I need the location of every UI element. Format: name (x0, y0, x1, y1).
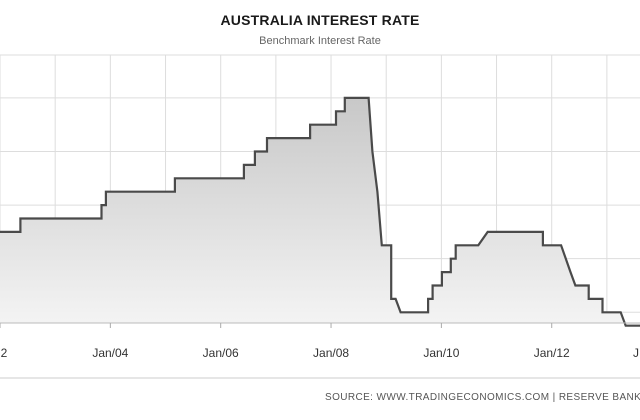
series-line (0, 96, 640, 327)
x-tick-label: Jan/06 (203, 346, 239, 360)
x-tick-label: J (633, 346, 639, 360)
x-tick-label: Jan/12 (534, 346, 570, 360)
chart-subtitle: Benchmark Interest Rate (259, 35, 381, 47)
series-area (0, 97, 640, 326)
chart-title: AUSTRALIA INTEREST RATE (220, 12, 420, 28)
x-tick-label: 2 (1, 346, 8, 360)
x-tick-label: Jan/08 (313, 346, 349, 360)
chart-source: SOURCE: WWW.TRADINGECONOMICS.COM | RESER… (325, 392, 640, 403)
x-tick-label: Jan/10 (423, 346, 459, 360)
x-tick-label: Jan/04 (92, 346, 128, 360)
